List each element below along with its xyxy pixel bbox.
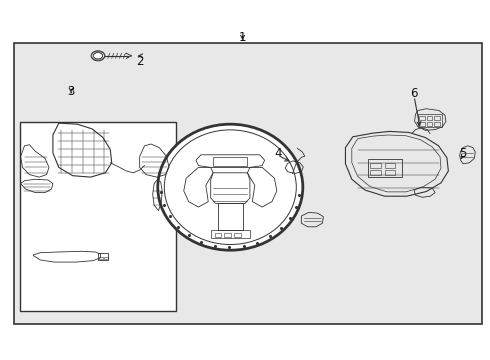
Text: 3: 3 [67, 85, 75, 98]
Bar [20, 122, 176, 311]
Bar [211, 230, 250, 238]
Text: 2: 2 [136, 55, 144, 68]
Bar [14, 43, 482, 324]
Bar [224, 233, 231, 237]
Bar [104, 257, 108, 259]
Bar [370, 170, 381, 175]
Ellipse shape [94, 53, 102, 59]
Bar [427, 122, 432, 126]
Text: 4: 4 [274, 147, 282, 159]
Bar [99, 257, 103, 259]
Bar [427, 116, 432, 120]
Bar [215, 233, 221, 237]
Bar [434, 122, 440, 126]
Bar [98, 253, 108, 260]
Text: 6: 6 [410, 87, 418, 100]
Bar [213, 157, 247, 166]
Bar [434, 116, 440, 120]
Bar [418, 114, 442, 127]
Bar [385, 170, 395, 175]
Ellipse shape [91, 51, 105, 61]
Bar [234, 233, 241, 237]
Text: 1: 1 [239, 31, 246, 44]
Ellipse shape [164, 130, 296, 244]
Bar [419, 116, 425, 120]
Bar [385, 163, 395, 168]
Bar [370, 163, 381, 168]
Ellipse shape [158, 124, 303, 250]
Bar [419, 122, 425, 126]
Text: 5: 5 [459, 147, 467, 159]
Bar [368, 159, 402, 177]
